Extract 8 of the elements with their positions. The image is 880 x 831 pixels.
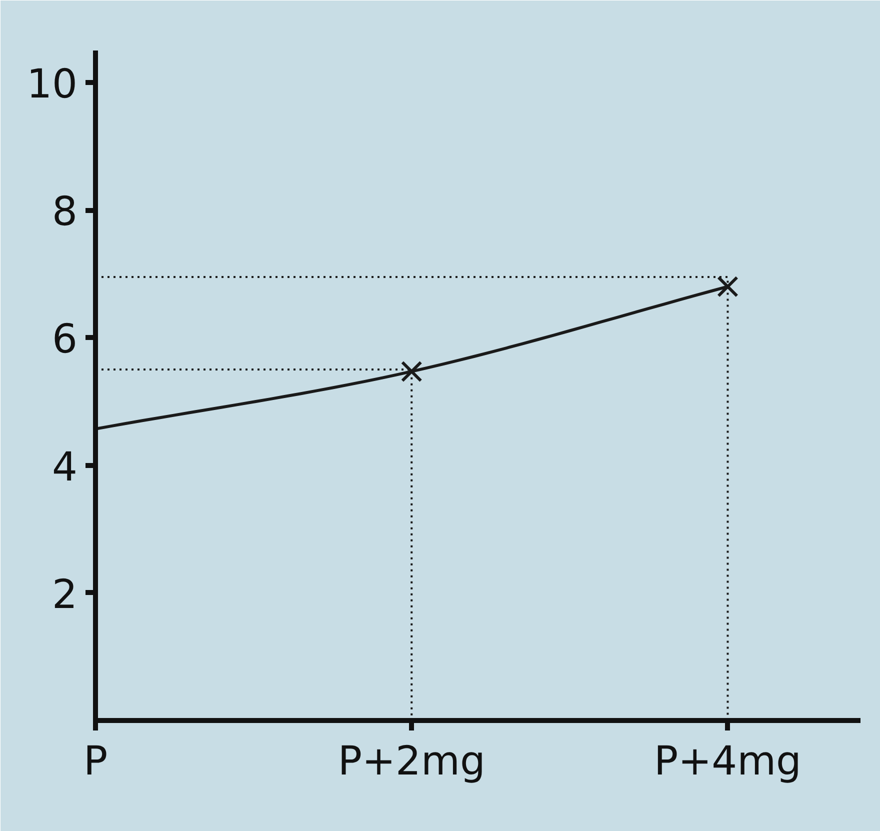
- y-tick-label: 2: [52, 572, 78, 618]
- y-tick-label: 8: [52, 189, 78, 236]
- x-tick-label: P+2mg: [338, 738, 486, 784]
- y-tick-label: 10: [26, 61, 78, 108]
- x-tick-label: P: [83, 738, 108, 784]
- y-tick-label: 6: [52, 316, 78, 363]
- y-tick-label: 4: [52, 444, 78, 490]
- x-tick-label: P+4mg: [654, 738, 802, 784]
